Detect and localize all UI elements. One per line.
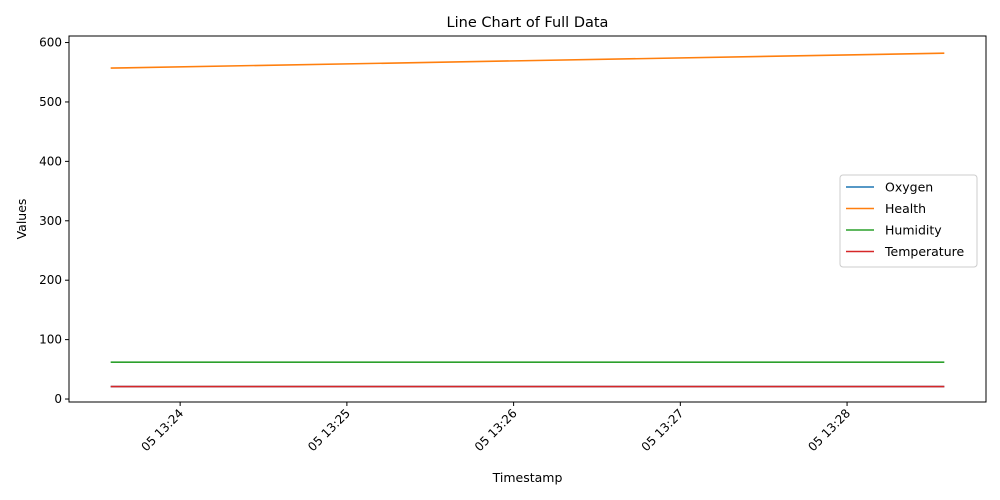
plot-area xyxy=(110,52,945,388)
y-tick-label: 100 xyxy=(39,333,62,347)
y-axis-ticks: 0 100 200 300 400 500 600 xyxy=(39,36,69,406)
legend-label-humidity: Humidity xyxy=(885,223,942,238)
series-line-health xyxy=(110,52,945,69)
legend: Oxygen Health Humidity Temperature xyxy=(839,174,978,268)
y-tick-label: 600 xyxy=(39,36,62,50)
plot-frame xyxy=(68,35,987,403)
y-tick-label: 200 xyxy=(39,273,62,287)
legend-label-temperature: Temperature xyxy=(884,244,964,259)
y-tick-label: 0 xyxy=(54,392,62,406)
legend-label-oxygen: Oxygen xyxy=(885,180,933,195)
y-tick-label: 400 xyxy=(39,154,62,168)
legend-label-health: Health xyxy=(885,201,926,216)
chart-title: Line Chart of Full Data xyxy=(447,15,609,31)
y-axis-label: Values xyxy=(14,199,29,240)
legend-box xyxy=(839,174,978,268)
y-tick-label: 300 xyxy=(39,214,62,228)
y-tick-label: 500 xyxy=(39,95,62,109)
x-axis-label: Timestamp xyxy=(492,470,563,485)
